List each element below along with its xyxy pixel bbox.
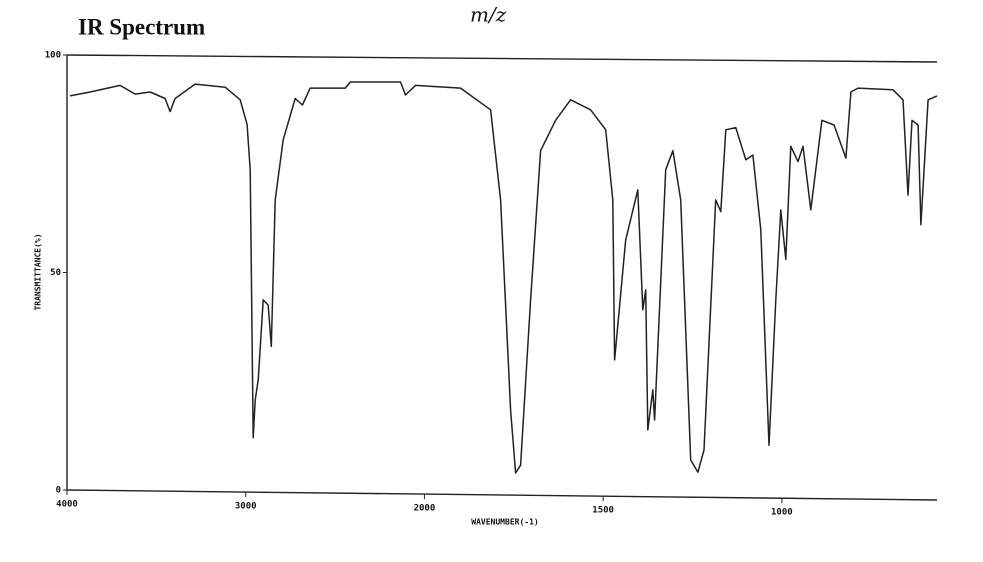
x-tick-label: 1000 <box>771 508 793 518</box>
y-tick-label: 100 <box>45 51 61 61</box>
top-frame <box>66 54 938 63</box>
x-tick-label: 3000 <box>235 502 257 512</box>
spectrum-line <box>69 81 938 474</box>
x-tick-label: 1500 <box>592 506 614 516</box>
x-tick-label: 2000 <box>414 504 436 514</box>
y-tick-label: 50 <box>50 268 61 278</box>
y-axis-label: TRANSMITTANCE(%) <box>34 233 43 310</box>
x-axis-label: WAVENUMBER(-1) <box>471 518 538 527</box>
x-axis <box>66 489 938 501</box>
chart-title: IR Spectrum <box>78 14 205 39</box>
x-tick-label: 4000 <box>56 500 78 510</box>
annotation: m/z <box>470 3 507 27</box>
y-tick-label: 0 <box>56 486 61 496</box>
